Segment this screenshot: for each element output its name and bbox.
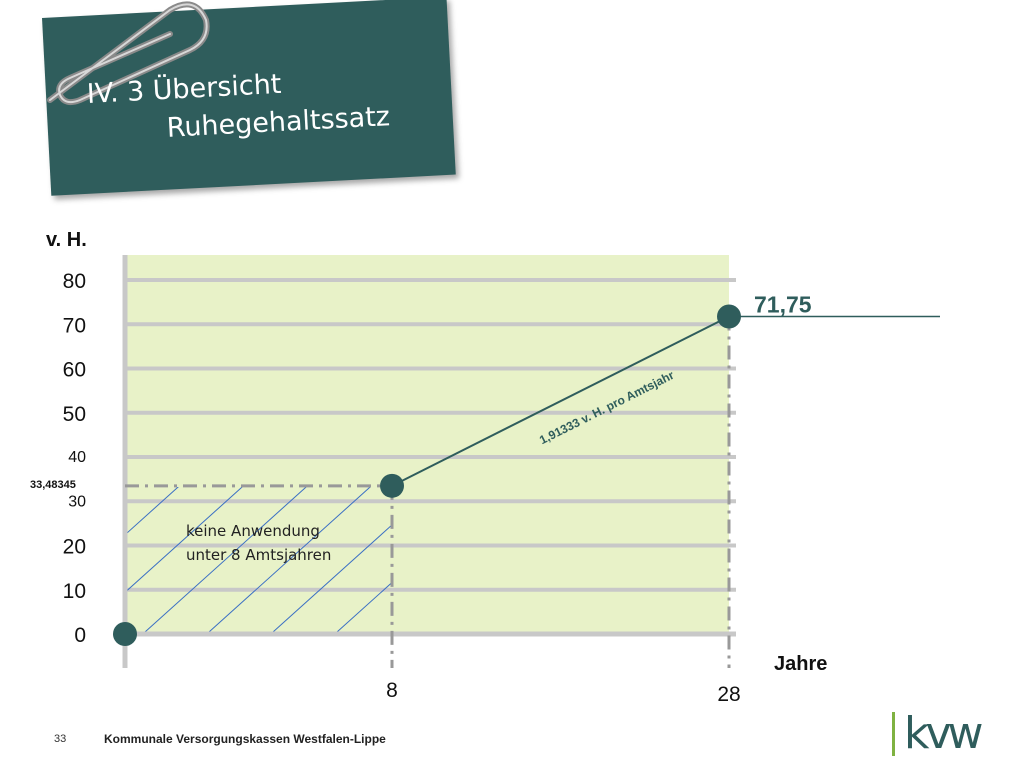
hatch-line — [0, 470, 69, 650]
data-points — [113, 304, 741, 646]
hatch-line — [0, 470, 5, 650]
hatched-area — [0, 470, 1024, 650]
y-tick-label-0: 0 — [74, 624, 86, 647]
hatch-line — [701, 470, 901, 650]
hatch-line — [334, 580, 393, 634]
hatch-line — [270, 523, 393, 634]
reference-lines — [125, 316, 731, 668]
x-tick-label-28: 28 — [717, 683, 740, 706]
y-tick-label-60: 60 — [63, 359, 86, 382]
hatch-line — [206, 487, 371, 634]
logo-accent — [892, 712, 895, 756]
page-number: 33 — [54, 733, 67, 745]
hatch-line — [125, 487, 179, 536]
tick-labels: 0 10 20 30 40 50 60 70 80 8 28 — [63, 270, 741, 706]
y-tick-label-50: 50 — [63, 403, 86, 426]
y-tick-label-80: 80 — [63, 270, 86, 293]
hatch-line — [829, 470, 1024, 650]
y-tick-label-30: 30 — [68, 493, 86, 510]
y-tick-label-20: 20 — [63, 536, 86, 559]
hatched-label-line-1: keine Anwendung — [186, 522, 320, 540]
hatch-line — [125, 487, 243, 594]
hatch-line — [765, 470, 965, 650]
paperclip-icon — [47, 1, 210, 106]
y-axis-label: v. H. — [46, 229, 87, 251]
data-point-start — [113, 622, 137, 646]
hatch-line — [0, 470, 133, 650]
y-end-label: 71,75 — [754, 292, 812, 318]
series-line — [391, 315, 730, 487]
y-tick-label-40: 40 — [68, 449, 86, 466]
y-tick-label-70: 70 — [63, 314, 86, 337]
x-tick-label-8: 8 — [386, 679, 398, 702]
hatch-line — [142, 487, 307, 634]
y-start-label: 33,48345 — [30, 479, 76, 491]
y-tick-label-10: 10 — [63, 580, 86, 603]
hatched-label-line-2: unter 8 Amtsjahren — [186, 546, 331, 564]
x-axis-label: Jahre — [774, 653, 827, 675]
data-point-28 — [717, 304, 741, 329]
data-point-8 — [380, 473, 404, 498]
plot-area — [125, 255, 729, 634]
kvw-logo: kvw — [904, 708, 983, 759]
footer-organization: Kommunale Versorgungskassen Westfalen-Li… — [104, 732, 386, 746]
